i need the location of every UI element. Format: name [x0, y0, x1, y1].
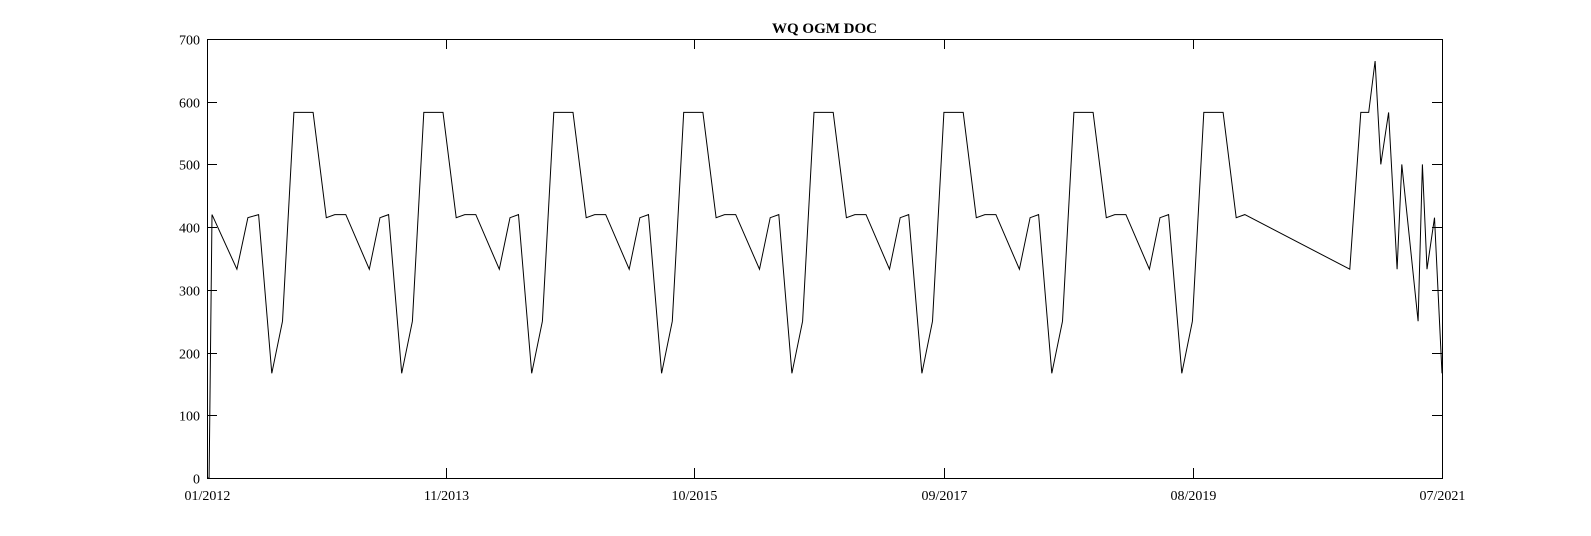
- x-tick-label: 11/2013: [424, 489, 469, 504]
- y-tick-label: 100: [179, 410, 200, 425]
- y-tick-label: 600: [179, 97, 200, 112]
- y-tick-label: 0: [193, 473, 200, 488]
- x-tick-label: 08/2019: [1171, 489, 1217, 504]
- x-tick-label: 01/2012: [185, 489, 231, 504]
- plot-area: [207, 39, 1443, 479]
- series-line: [207, 60, 1443, 479]
- y-tick-label: 400: [179, 222, 200, 237]
- x-axis: 01/2012 11/2013 10/2015 09/2017 08/2019 07/20…: [185, 39, 1466, 504]
- x-tick-label: 10/2015: [672, 489, 718, 504]
- chart-title: WQ OGM DOC: [772, 21, 877, 37]
- y-axis: 0 100 200 300 400 500 600 700: [179, 34, 1442, 488]
- y-tick-label: 700: [179, 34, 200, 49]
- x-tick-label: 09/2017: [922, 489, 968, 504]
- x-tick-label: 07/2021: [1420, 489, 1466, 504]
- y-tick-label: 500: [179, 159, 200, 174]
- y-tick-label: 300: [179, 285, 200, 300]
- y-tick-label: 200: [179, 348, 200, 363]
